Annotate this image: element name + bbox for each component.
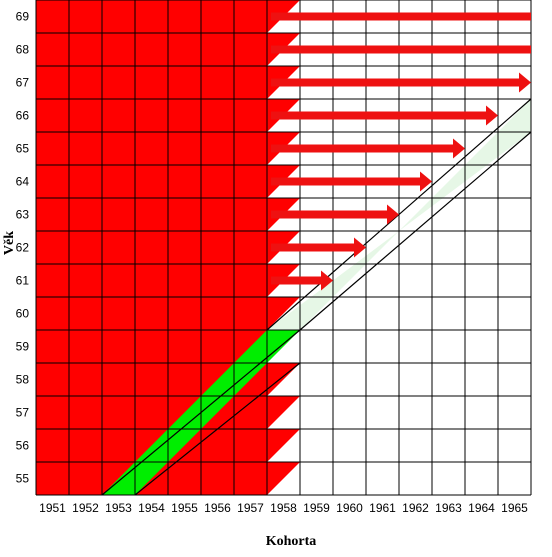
diagonal-line <box>134 362 301 496</box>
arrow-shaft <box>271 78 519 87</box>
x-tick-label: 1961 <box>369 501 396 515</box>
arrow-age-61 <box>271 270 333 291</box>
retired-notch <box>267 297 300 330</box>
arrow-age-66 <box>271 105 498 126</box>
x-tick-label: 1960 <box>336 501 363 515</box>
arrow-shaft <box>271 276 321 285</box>
arrow-head <box>354 237 366 258</box>
y-tick-label: 65 <box>16 142 30 156</box>
arrow-head <box>486 105 498 126</box>
x-tick-label: 1951 <box>39 501 66 515</box>
arrow-head <box>420 171 432 192</box>
retired-notch <box>267 462 300 495</box>
arrow-head <box>321 270 333 291</box>
y-axis-label: Věk <box>2 231 17 255</box>
x-tick-label: 1963 <box>435 501 462 515</box>
y-tick-label: 61 <box>16 274 30 288</box>
y-tick-label: 59 <box>16 340 30 354</box>
diagonal-line <box>299 131 532 331</box>
x-tick-label: 1965 <box>501 501 528 515</box>
arrow-age-63 <box>271 204 399 225</box>
arrow-shaft <box>271 45 531 54</box>
arrow-age-62 <box>271 237 366 258</box>
arrow-shaft <box>271 177 420 186</box>
arrow-layer <box>271 12 531 291</box>
arrow-shaft <box>271 210 387 219</box>
y-tick-label: 57 <box>16 406 30 420</box>
x-tick-label: 1957 <box>237 501 264 515</box>
x-tick-labels: 1951 1952 1953 1954 1955 1956 1957 1958 1959 1960… <box>39 501 528 515</box>
y-tick-label: 62 <box>16 241 30 255</box>
arrow-head <box>453 138 465 159</box>
y-tick-label: 69 <box>16 10 30 24</box>
arrow-head <box>519 72 531 93</box>
x-axis-label: Kohorta <box>266 534 317 549</box>
retired-notch <box>267 429 300 462</box>
diagonal-line <box>101 329 301 496</box>
x-tick-label: 1956 <box>204 501 231 515</box>
arrow-age-65 <box>271 138 465 159</box>
retired-notch <box>267 363 300 396</box>
x-tick-label: 1964 <box>468 501 495 515</box>
y-tick-label: 67 <box>16 76 30 90</box>
arrow-shaft <box>271 144 453 153</box>
y-tick-label: 64 <box>16 175 30 189</box>
y-tick-label: 66 <box>16 109 30 123</box>
arrow-shaft <box>271 243 354 252</box>
y-tick-label: 55 <box>16 472 30 486</box>
arrow-shaft <box>271 12 531 21</box>
y-tick-label: 56 <box>16 439 30 453</box>
x-tick-label: 1959 <box>303 501 330 515</box>
y-tick-label: 63 <box>16 208 30 222</box>
retired-region <box>36 0 267 495</box>
y-tick-labels: 55 56 57 58 59 60 61 62 63 64 65 66 67 68 69 <box>16 10 30 486</box>
arrow-age-68 <box>271 45 531 54</box>
x-tick-label: 1953 <box>105 501 132 515</box>
x-tick-label: 1962 <box>402 501 429 515</box>
arrow-age-69 <box>271 12 531 21</box>
arrow-head <box>387 204 399 225</box>
y-tick-label: 58 <box>16 373 30 387</box>
x-tick-label: 1952 <box>72 501 99 515</box>
x-tick-label: 1958 <box>270 501 297 515</box>
y-tick-label: 60 <box>16 307 30 321</box>
arrow-age-64 <box>271 171 432 192</box>
x-tick-label: 1954 <box>138 501 165 515</box>
x-tick-label: 1955 <box>171 501 198 515</box>
arrow-age-67 <box>271 72 531 93</box>
retired-notch <box>267 396 300 429</box>
y-tick-label: 68 <box>16 43 30 57</box>
arrow-shaft <box>271 111 486 120</box>
